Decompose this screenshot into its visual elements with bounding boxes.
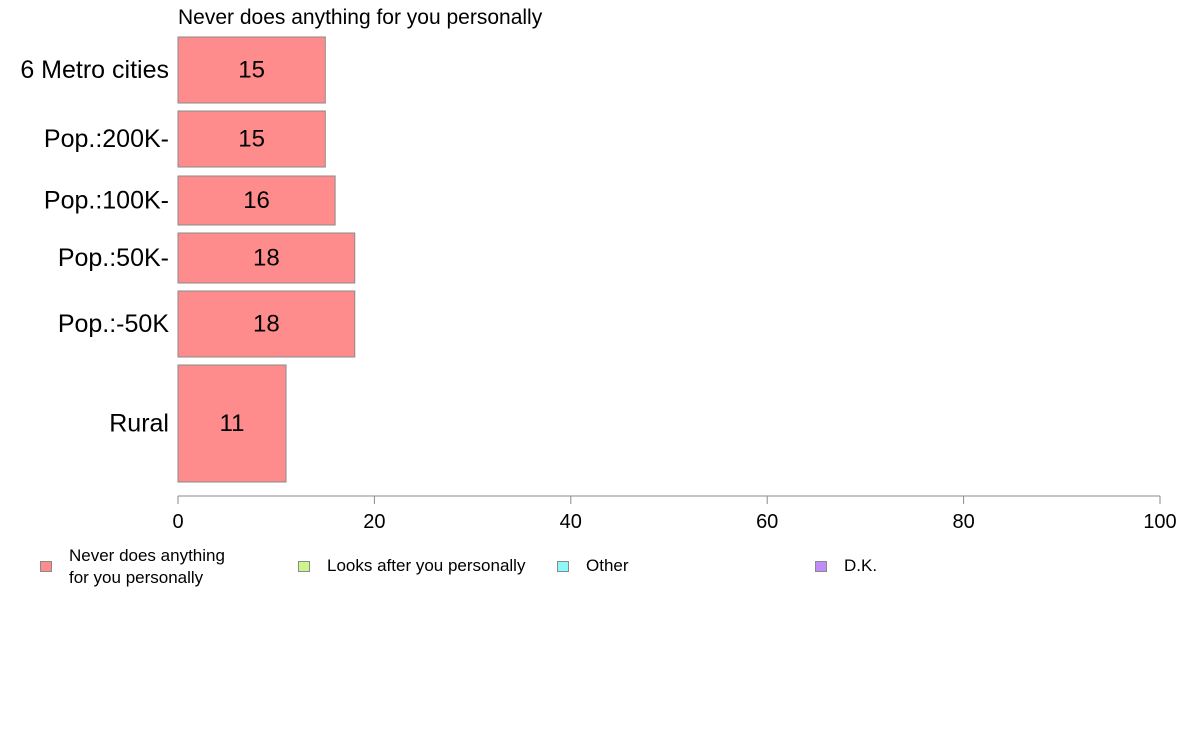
legend-label-never-does-anything: Never does anything for you personally: [69, 546, 225, 587]
bar-pop-200k: [177, 110, 326, 168]
bar-pop-50k: [177, 290, 356, 358]
bar-rural: [177, 364, 287, 483]
x-tick-label-20: 20: [363, 511, 385, 533]
x-tick-label-60: 60: [756, 511, 778, 533]
bars-layer: 15 6 Metro cities 15 Pop.:200K- 16 Pop.:100K-…: [20, 36, 356, 483]
data-label-pop-200k: 15: [238, 126, 265, 153]
x-tick-label-100: 100: [1143, 511, 1176, 533]
x-tick-label-0: 0: [172, 511, 183, 533]
legend-item-other: Other: [557, 545, 629, 577]
bar-6-metro-cities: [177, 36, 326, 104]
data-label-pop-100k: 16: [243, 187, 270, 214]
legend-item-never-does-anything: Never does anything for you personally: [40, 545, 225, 589]
chart-legend: Never does anything for you personally L…: [0, 545, 1188, 595]
legend-label-other: Other: [586, 556, 629, 575]
chart-title: Never does anything for you personally: [178, 6, 543, 29]
data-label-pop-50k: 18: [253, 245, 280, 272]
legend-swatch-looks-after-you: [298, 561, 310, 572]
legend-swatch-dk: [815, 561, 827, 572]
category-label-rural: Rural: [109, 410, 169, 438]
data-label-pop-50k: 18: [253, 311, 280, 338]
x-tick-label-40: 40: [560, 511, 582, 533]
category-label-pop-200k: Pop.:200K-: [44, 125, 169, 153]
legend-swatch-never-does-anything: [40, 561, 52, 572]
legend-swatch-other: [557, 561, 569, 572]
category-label-pop-100k: Pop.:100K-: [44, 187, 169, 215]
x-axis: 0 20 40 60 80 100: [172, 495, 1177, 533]
category-label-pop-50k: Pop.:-50K: [58, 310, 170, 338]
category-label-pop-50k: Pop.:50K-: [58, 244, 169, 272]
legend-label-dk: D.K.: [844, 556, 878, 575]
x-tick-label-80: 80: [952, 511, 974, 533]
bar-pop-50k: [177, 232, 356, 284]
data-label-rural: 11: [220, 410, 245, 437]
legend-item-looks-after-you: Looks after you personally: [298, 545, 525, 577]
data-label-6-metro-cities: 15: [238, 57, 265, 84]
legend-item-dk: D.K.: [815, 545, 877, 577]
bar-pop-100k: [177, 175, 336, 226]
category-label-6-metro-cities: 6 Metro cities: [20, 56, 169, 84]
legend-label-looks-after-you: Looks after you personally: [327, 556, 526, 575]
